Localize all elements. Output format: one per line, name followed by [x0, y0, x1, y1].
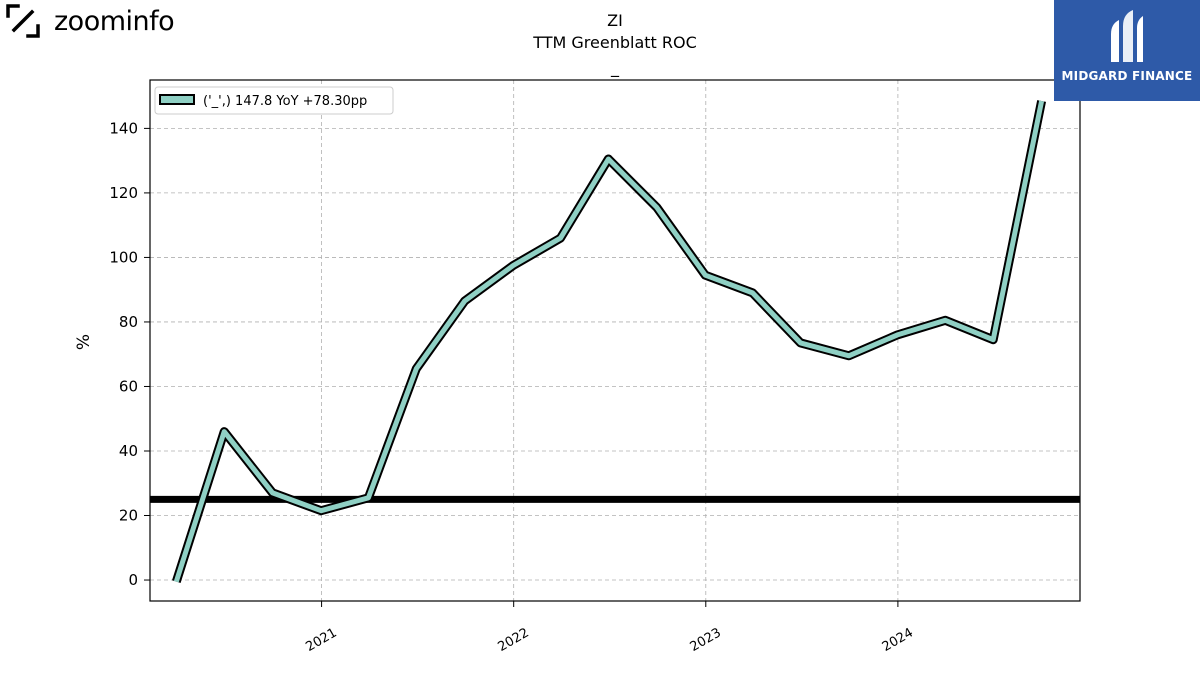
chart-title-subtitle: _: [611, 58, 619, 77]
x-tick-label: 2021: [303, 625, 339, 655]
plot-frame: [149, 79, 1081, 602]
legend-label: ('_',) 147.8 YoY +78.30pp: [203, 94, 367, 109]
zoominfo-logo: zoominfo: [6, 4, 175, 38]
midgard-mark-icon: [1111, 10, 1143, 62]
y-tick-label: 100: [109, 248, 138, 266]
x-axis: 2021 2022 2023 2024: [303, 601, 916, 655]
chart-title-ticker: ZI: [607, 11, 623, 30]
grid: [150, 80, 1080, 601]
series-line: [173, 100, 1045, 583]
y-tick-label: 40: [119, 442, 138, 460]
x-tick-label: 2022: [496, 625, 532, 655]
midgard-finance-logo: MIDGARD FINANCE: [1054, 0, 1200, 101]
series-line-outline: [172, 100, 1047, 583]
y-tick-label: 120: [109, 184, 138, 202]
y-tick-label: 0: [128, 571, 138, 589]
y-tick-label: 20: [119, 507, 138, 525]
y-tick-label: 60: [119, 377, 138, 395]
y-axis-label: %: [74, 334, 94, 350]
legend-frame: [154, 86, 394, 115]
x-tick-label: 2024: [880, 625, 916, 655]
y-tick-label: 140: [109, 119, 138, 137]
y-axis: 0 20 40 60 80 100 120 140: [109, 119, 150, 589]
zoominfo-mark-icon: [6, 4, 40, 38]
zoominfo-wordmark: zoominfo: [54, 5, 175, 37]
legend-swatch: [159, 94, 195, 105]
y-tick-label: 80: [119, 313, 138, 331]
legend: ('_',) 147.8 YoY +78.30pp: [154, 86, 394, 115]
chart-title-metric: TTM Greenblatt ROC: [533, 33, 697, 52]
midgard-wordmark: MIDGARD FINANCE: [1061, 69, 1193, 83]
series-layer: [172, 100, 1047, 583]
x-tick-label: 2023: [688, 625, 724, 655]
